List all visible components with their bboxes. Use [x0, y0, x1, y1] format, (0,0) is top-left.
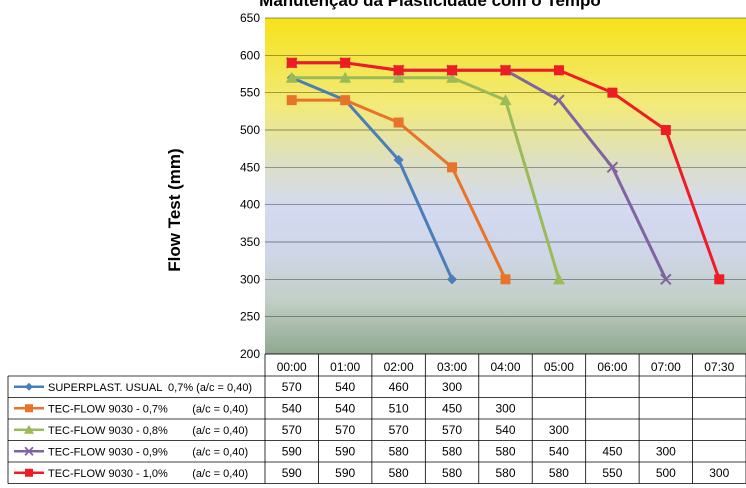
data-point	[499, 94, 512, 106]
legend-marker	[25, 468, 33, 477]
x-tick-label: 06:00	[597, 360, 627, 374]
y-tick-label: 250	[240, 310, 260, 324]
data-point	[447, 162, 458, 173]
data-point	[286, 57, 297, 68]
legend-marker	[24, 446, 34, 456]
legend-label: SUPERPLAST. USUAL 0,7% (a/c = 0,40)	[48, 382, 252, 394]
data-point	[340, 57, 351, 68]
data-point	[660, 273, 672, 286]
data-point	[285, 71, 298, 83]
data-label: 300	[709, 466, 729, 480]
data-label: 510	[389, 401, 409, 415]
data-label: 540	[495, 423, 515, 437]
data-point	[607, 87, 618, 98]
data-label: 540	[282, 401, 302, 415]
data-label: 540	[335, 401, 355, 415]
data-point	[446, 71, 459, 83]
y-tick-label: 450	[240, 160, 260, 174]
data-label: 300	[442, 380, 462, 394]
data-label: 580	[495, 466, 515, 480]
data-point	[393, 65, 404, 76]
legend-label: TEC-FLOW 9030 - 0,8% (a/c = 0,40)	[48, 425, 248, 437]
y-axis-ticks: 200 250 300 350 400 450 500 550 600 650	[240, 11, 260, 361]
data-label: 300	[656, 444, 676, 458]
legend-marker	[25, 382, 33, 391]
data-label: 300	[495, 401, 515, 415]
x-tick-label: 05:00	[544, 360, 574, 374]
data-label: 580	[495, 444, 515, 458]
series-line	[291, 76, 454, 280]
x-tick-label: 01:00	[330, 360, 360, 374]
data-label: 450	[442, 401, 462, 415]
x-tick-label: 04:00	[490, 360, 520, 374]
data-table: 00:00 01:00 02:00 03:00 04:00 05:00 06:00 07:00…	[7, 353, 746, 484]
y-axis-label: Flow Test (mm)	[165, 148, 184, 271]
data-label: 550	[602, 466, 622, 480]
legend-label: TEC-FLOW 9030 - 0,9% (a/c = 0,40)	[48, 446, 248, 458]
x-tick-label: 00:00	[277, 360, 307, 374]
data-label: 570	[389, 423, 409, 437]
data-point	[340, 95, 351, 106]
y-tick-label: 350	[240, 235, 260, 249]
data-point	[392, 71, 405, 83]
data-point	[447, 274, 458, 285]
x-tick-label: 07:30	[704, 360, 734, 374]
data-label: 580	[389, 444, 409, 458]
y-tick-label: 200	[240, 347, 260, 361]
data-point	[447, 65, 458, 76]
data-label: 460	[389, 380, 409, 394]
data-label: 580	[442, 444, 462, 458]
data-point	[393, 117, 404, 128]
y-tick-label: 500	[240, 123, 260, 137]
y-tick-label: 600	[240, 48, 260, 62]
data-label: 590	[335, 444, 355, 458]
data-point	[286, 95, 297, 106]
data-point	[552, 273, 565, 285]
data-label: 580	[549, 466, 569, 480]
data-label: 540	[335, 380, 355, 394]
data-point	[393, 154, 404, 165]
x-tick-label: 03:00	[437, 360, 467, 374]
data-point	[339, 71, 352, 83]
data-label: 570	[282, 423, 302, 437]
y-tick-label: 550	[240, 86, 260, 100]
y-tick-label: 300	[240, 272, 260, 286]
legend-label: TEC-FLOW 9030 - 1,0% (a/c = 0,40)	[48, 468, 248, 480]
data-label: 580	[389, 466, 409, 480]
legend-marker	[24, 424, 34, 434]
y-tick-label: 400	[240, 198, 260, 212]
data-label: 590	[335, 466, 355, 480]
data-label: 500	[656, 466, 676, 480]
series	[285, 57, 725, 286]
x-tick-label: 07:00	[651, 360, 681, 374]
data-point	[714, 274, 725, 285]
data-point	[500, 274, 511, 285]
data-label: 570	[335, 423, 355, 437]
x-tick-label: 02:00	[384, 360, 414, 374]
legend-marker	[25, 404, 33, 413]
series-line	[291, 76, 561, 280]
data-label: 450	[602, 444, 622, 458]
legend-label: TEC-FLOW 9030 - 0,7% (a/c = 0,40)	[48, 403, 248, 415]
data-label: 590	[282, 466, 302, 480]
data-point	[660, 125, 671, 135]
data-point	[606, 161, 619, 174]
data-label: 580	[442, 466, 462, 480]
data-label: 300	[549, 423, 569, 437]
y-tick-label: 650	[240, 11, 260, 25]
data-label: 570	[282, 380, 302, 394]
data-label: 540	[549, 444, 569, 458]
data-point	[500, 65, 511, 76]
data-label: 570	[442, 423, 462, 437]
data-point	[553, 65, 564, 76]
chart-title: Manutenção da Plasticidade com o Tempo	[259, 0, 601, 10]
data-label: 590	[282, 444, 302, 458]
data-point	[553, 94, 565, 106]
